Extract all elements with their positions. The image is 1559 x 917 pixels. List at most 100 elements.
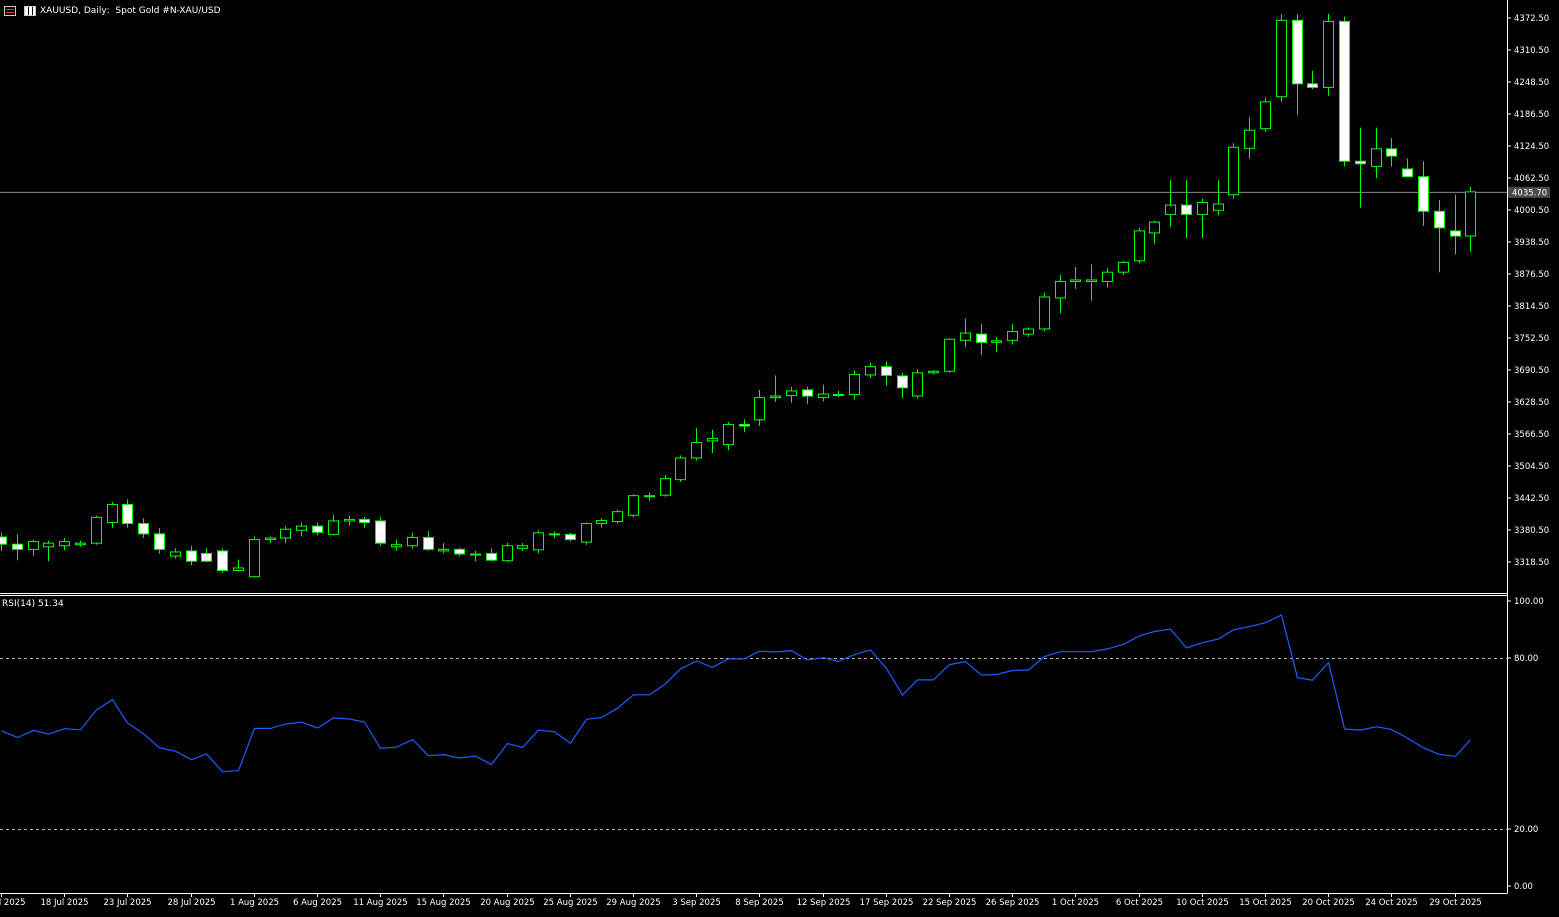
candle-down [1181,179,1192,239]
candle-up [991,336,1002,353]
candle-up [1134,227,1145,264]
candle-up [865,362,876,378]
candle-up [944,338,955,373]
candle-down [1434,199,1445,273]
time-tick: 6 Oct 2025 [1116,893,1163,908]
price-tick-label: 3690.50 [1514,366,1549,376]
price-tick: 3318.50 [1507,558,1549,568]
candle-up [265,536,276,544]
candle-up [1070,267,1081,289]
time-tick: 20 Aug 2025 [480,893,535,908]
candle-down [1307,70,1318,89]
candle-down [12,534,23,561]
candle-up [1149,220,1160,244]
time-tick-label: 11 Aug 2025 [353,898,407,908]
rsi-tick: 0.00 [1507,882,1533,892]
price-tick: 3814.50 [1507,302,1549,312]
price-tick-label: 3628.50 [1514,398,1549,408]
candle-down [312,522,323,536]
chart-menu-icon[interactable] [4,6,16,16]
time-tick-label: 6 Oct 2025 [1116,898,1163,908]
candle-down [486,548,497,562]
symbol-label: XAUUSD [40,6,79,16]
candle-down [186,545,197,566]
price-tick: 3442.50 [1507,494,1549,504]
candle-up [723,421,734,451]
time-tick: 10 Oct 2025 [1176,893,1229,908]
current-price-label: 4035.70 [1512,188,1547,198]
rsi-tick: 20.00 [1507,825,1538,835]
candle-up [628,494,639,518]
candle-up [644,492,655,501]
time-tick: 1 Aug 2025 [230,893,279,908]
time-tick: 3 Sep 2025 [672,893,721,908]
candle-down [897,372,908,399]
candle-up [391,539,402,551]
price-tick: 3938.50 [1507,238,1549,248]
candle-up [280,526,291,544]
time-tick: 20 Oct 2025 [1302,893,1355,908]
candle-up [502,542,513,563]
time-axis: 14 Jul 2025 18 Jul 2025 23 Jul 2025 28 Jul … [0,893,1482,908]
candle-up [1260,97,1271,132]
candle-down [122,499,133,528]
candle-down [1402,158,1413,178]
candle-up [849,370,860,400]
price-tick-label: 3752.50 [1514,334,1549,344]
candle-up [581,522,592,545]
candle-up [1086,264,1097,301]
time-tick: 24 Oct 2025 [1365,893,1418,908]
time-tick-label: 3 Sep 2025 [672,898,720,908]
candle-up [344,515,355,526]
time-tick-label: 29 Aug 2025 [606,898,660,908]
candle-down [739,419,750,433]
candle-up [1039,292,1050,332]
candle-up [1055,274,1066,314]
candle-up [928,370,939,375]
price-axis: 4372.50 4310.50 4248.50 4186.50 4124.50 4062.… [1507,14,1549,568]
candle-up [170,548,181,559]
price-tick-label: 4310.50 [1514,46,1549,56]
price-tick-label: 3876.50 [1514,270,1549,280]
candle-up [1165,179,1176,227]
time-tick: 22 Sep 2025 [923,893,976,908]
price-tick: 4000.50 [1507,206,1549,216]
candle-down [1418,161,1429,226]
price-tick-label: 3442.50 [1514,494,1549,504]
time-tick-label: 25 Aug 2025 [543,898,597,908]
time-tick-label: 26 Sep 2025 [986,898,1040,908]
price-tick: 3380.50 [1507,526,1549,536]
price-tick-label: 3814.50 [1514,302,1549,312]
candle-up [407,532,418,549]
price-tick: 3628.50 [1507,398,1549,408]
timeframe-label: Daily [83,6,107,16]
price-tick: 4372.50 [1507,14,1549,24]
candle-up [770,375,781,402]
time-tick-label: 28 Jul 2025 [167,898,215,908]
time-tick-label: 23 Jul 2025 [103,898,151,908]
rsi-axis: 100.00 80.00 20.00 0.00 [1507,597,1544,892]
header-separator: , [78,6,84,16]
price-tick: 3752.50 [1507,334,1549,344]
time-tick: 23 Jul 2025 [103,893,152,908]
current-price-tag: 4035.70 [1508,186,1550,198]
time-tick-label: 1 Oct 2025 [1052,898,1099,908]
price-tick-label: 4248.50 [1514,78,1549,88]
candle-down [976,323,987,355]
rsi-tick-label: 100.00 [1514,597,1544,607]
candle-down [1355,127,1366,208]
time-tick: 28 Jul 2025 [167,893,216,908]
price-tick-label: 3938.50 [1514,238,1549,248]
bar-chart-icon[interactable] [24,6,36,16]
candle-down [454,547,465,557]
candle-down [565,532,576,542]
time-tick: 18 Jul 2025 [40,893,89,908]
price-tick: 3876.50 [1507,270,1549,280]
candle-down [0,532,7,551]
price-tick: 4248.50 [1507,78,1549,88]
time-tick-label: 18 Jul 2025 [40,898,88,908]
time-tick-label: 15 Aug 2025 [416,898,470,908]
candle-up [328,514,339,536]
candle-up [660,475,671,497]
